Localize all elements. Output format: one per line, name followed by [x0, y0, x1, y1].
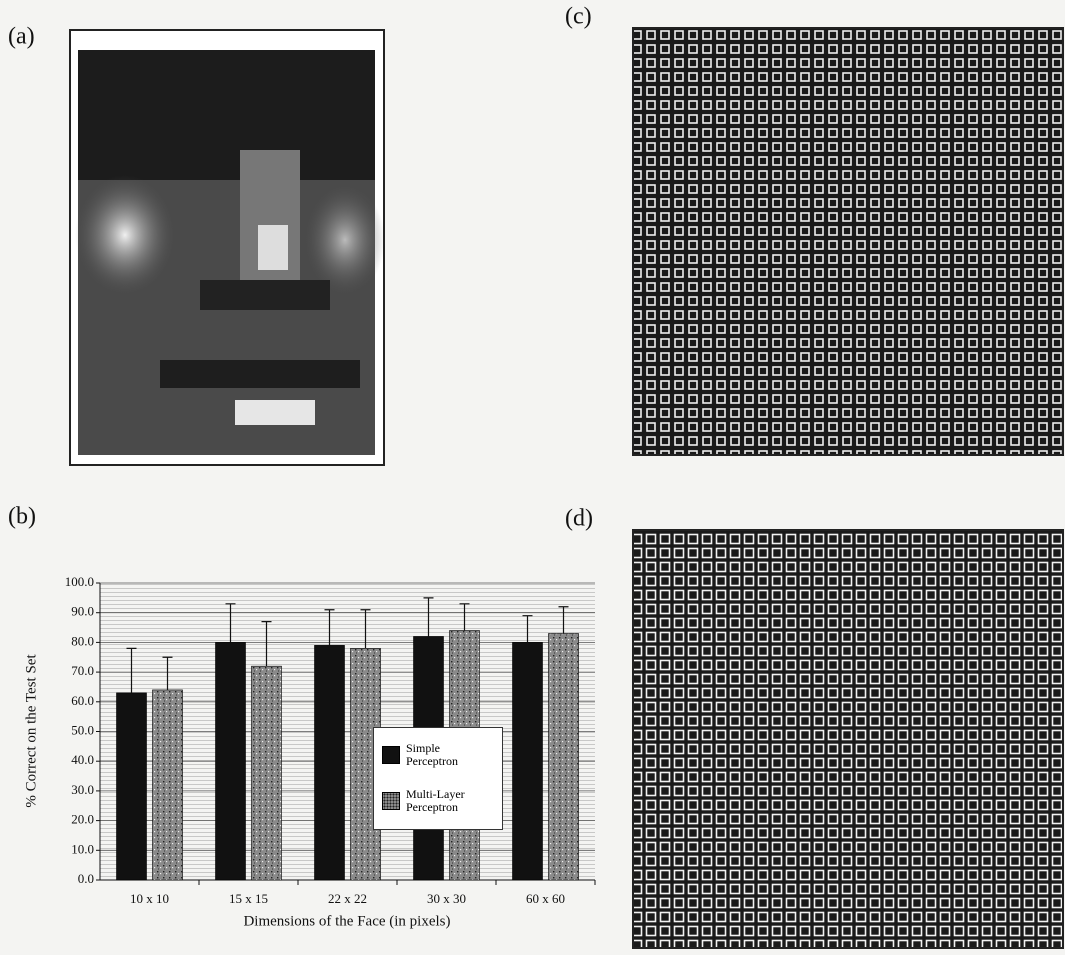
y-tick-label: 20.0 — [71, 812, 94, 827]
x-tick-label: 10 x 10 — [130, 891, 169, 906]
legend-swatch — [382, 792, 400, 810]
bar — [252, 666, 282, 880]
legend-item: Multi-Layer Perceptron — [382, 788, 500, 814]
bar-chart: Dimensions of the Face (in pixels) % Cor… — [23, 574, 595, 929]
panel-label: (a) — [8, 24, 35, 50]
y-tick-label: 60.0 — [71, 693, 94, 708]
y-tick-label: 40.0 — [71, 752, 94, 767]
x-tick-label: 60 x 60 — [526, 891, 565, 906]
y-tick-label: 100.0 — [65, 574, 94, 589]
legend: Simple Perceptron Multi-Layer Perceptron — [373, 727, 503, 830]
y-tick-label: 90.0 — [71, 604, 94, 619]
x-axis-label: Dimensions of the Face (in pixels) — [243, 913, 450, 929]
figure: (a) (b) (c) (d) Dimensions of the Face (… — [0, 0, 1065, 955]
bar — [153, 690, 183, 880]
weight-map-c — [633, 28, 1063, 455]
y-tick-label: 30.0 — [71, 782, 94, 797]
legend-label: Simple Perceptron — [406, 742, 476, 768]
y-tick-label: 70.0 — [71, 663, 94, 678]
face-image — [70, 30, 385, 465]
legend-label: Multi-Layer Perceptron — [406, 788, 476, 814]
y-axis-label: % Correct on the Test Set — [23, 654, 39, 808]
bar — [315, 645, 345, 880]
panel-label: (b) — [8, 504, 36, 530]
bar — [513, 642, 543, 880]
panel-label: (d) — [565, 506, 593, 532]
legend-item: Simple Perceptron — [382, 742, 500, 768]
bar — [117, 693, 147, 880]
figure-canvas: (a) (b) (c) (d) Dimensions of the Face (… — [0, 0, 1065, 955]
y-tick-label: 80.0 — [71, 633, 94, 648]
y-tick-label: 0.0 — [78, 871, 94, 886]
y-tick-label: 50.0 — [71, 722, 94, 737]
bar — [216, 642, 246, 880]
y-tick-label: 10.0 — [71, 841, 94, 856]
bar — [549, 633, 579, 880]
legend-swatch — [382, 746, 400, 764]
x-tick-label: 15 x 15 — [229, 891, 268, 906]
weight-map-d — [633, 530, 1063, 948]
panel-label: (c) — [565, 4, 592, 30]
x-tick-label: 22 x 22 — [328, 891, 367, 906]
x-tick-label: 30 x 30 — [427, 891, 466, 906]
